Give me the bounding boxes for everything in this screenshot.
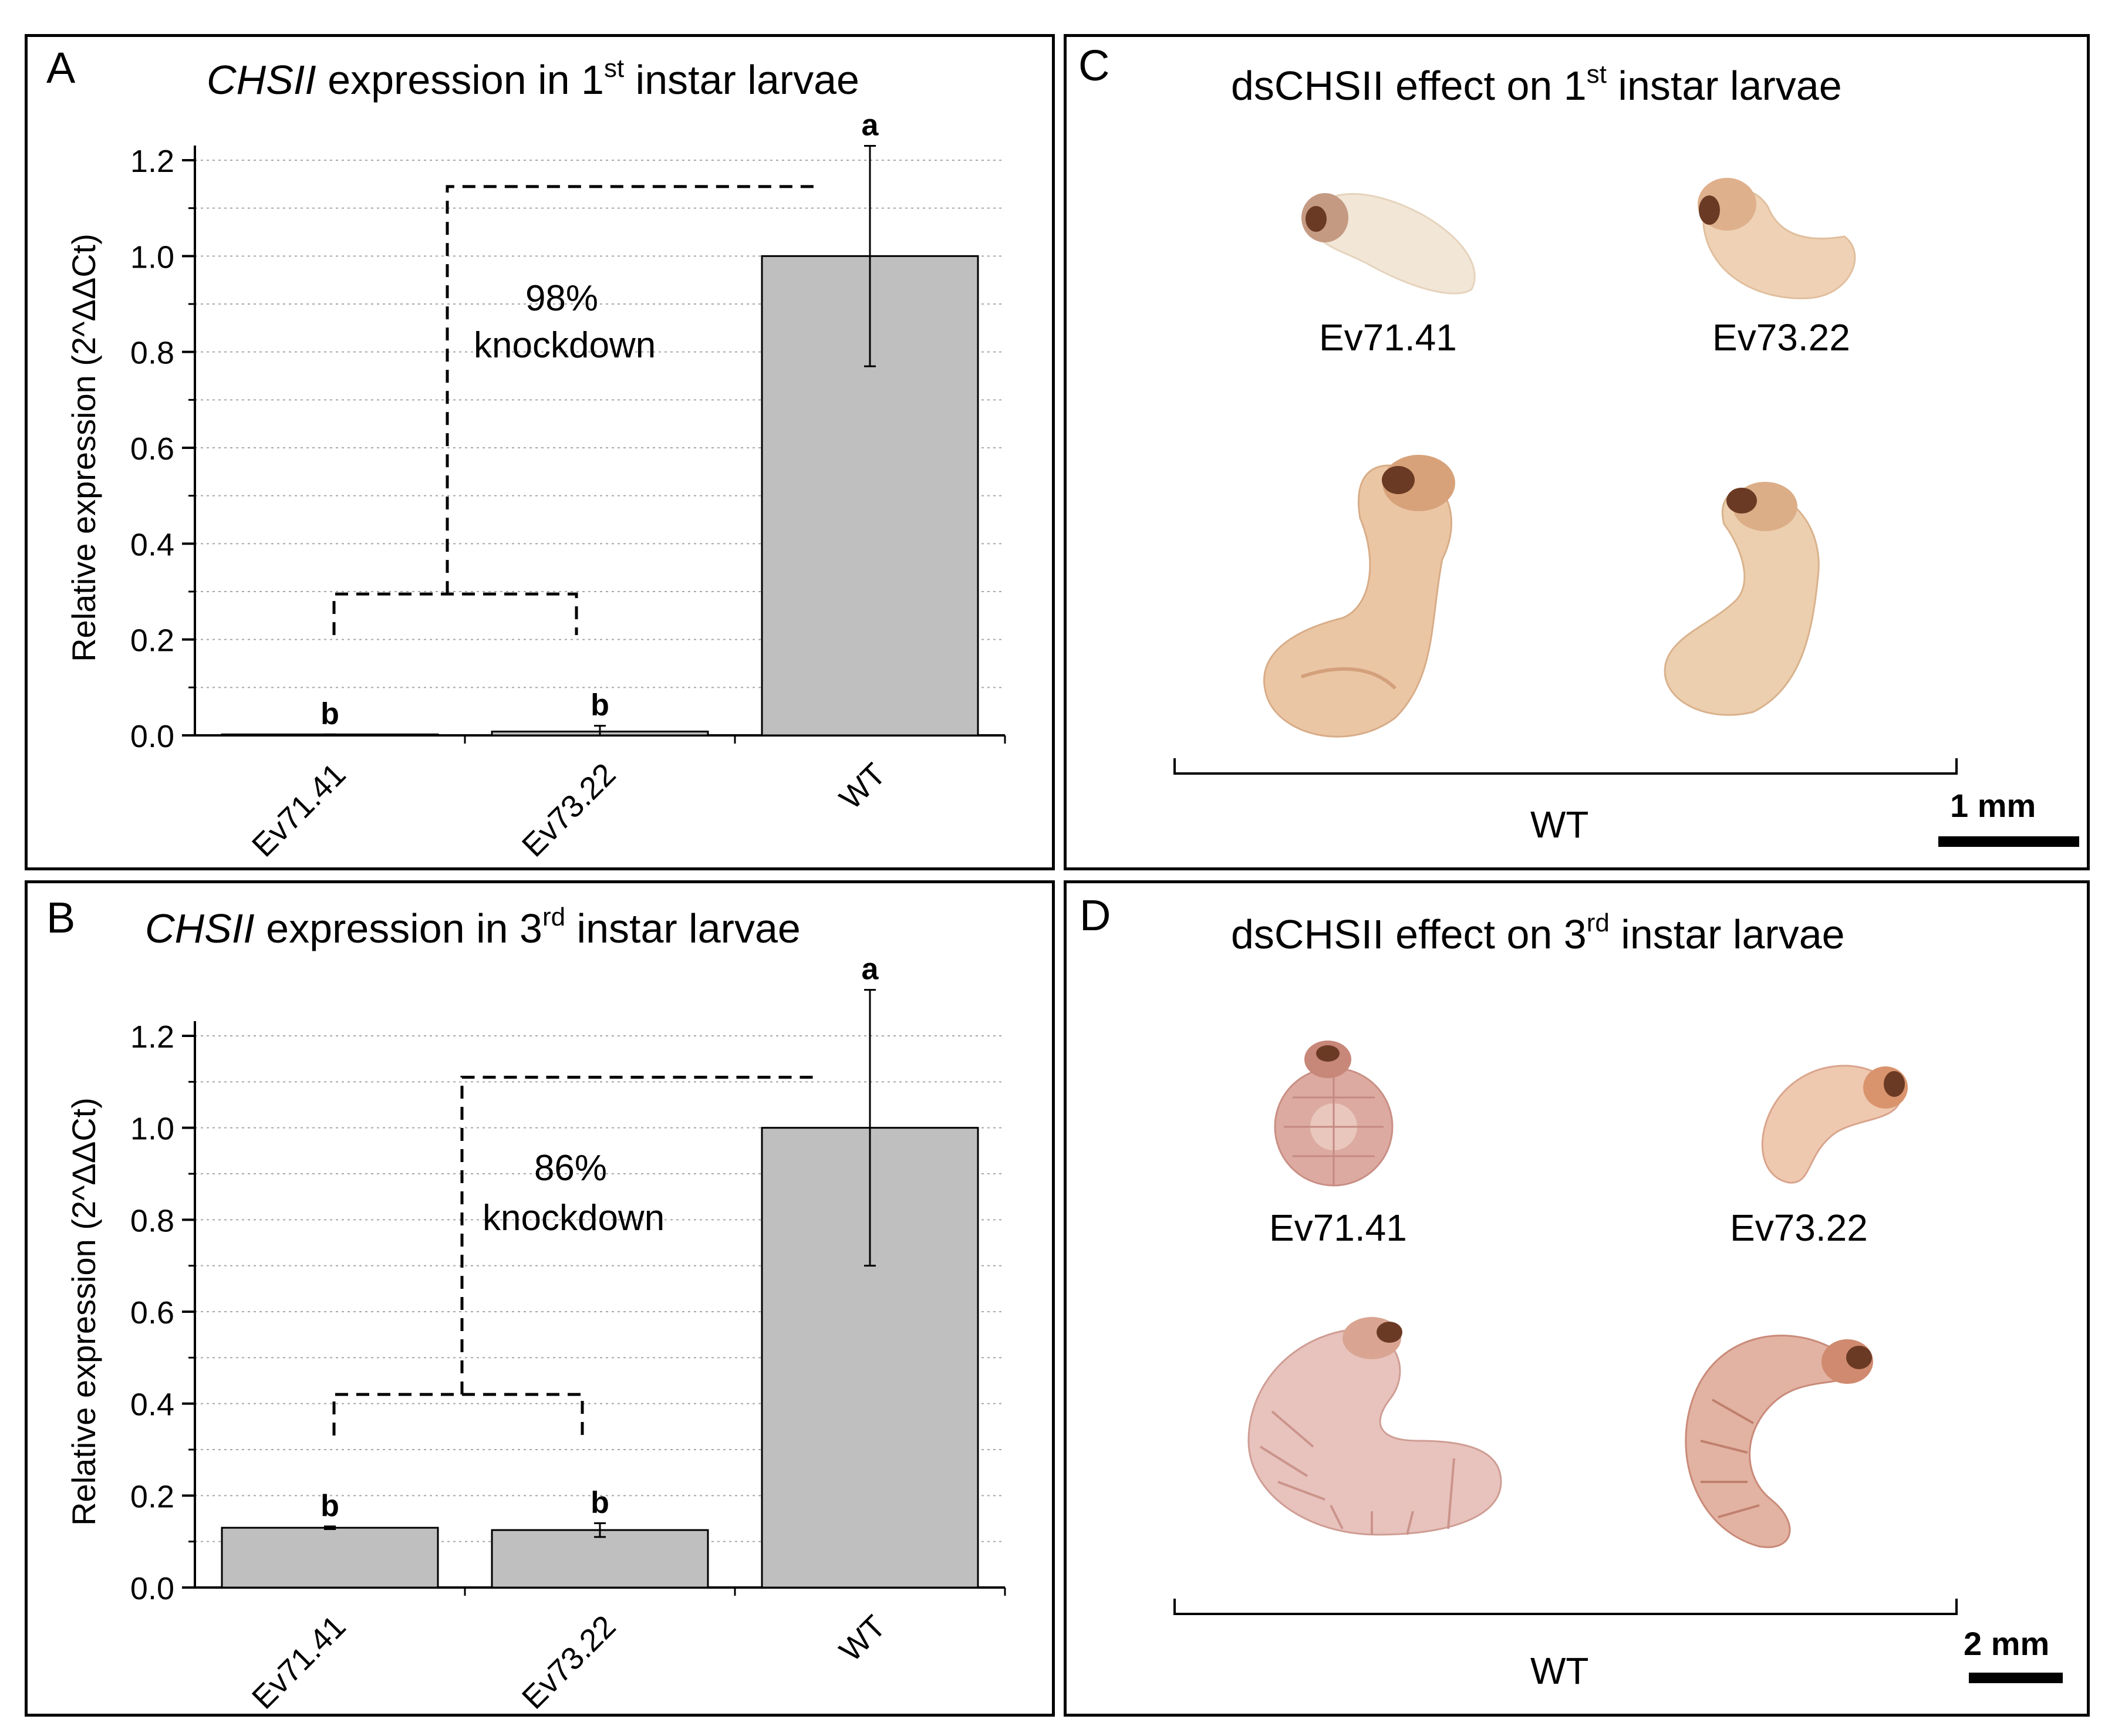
scale-label: 1 mm	[1950, 787, 2036, 824]
y-axis-label: Relative expression (2^ΔΔCt)	[65, 1097, 102, 1526]
y-tick-label: 0.8	[130, 336, 174, 371]
label-ev73: Ev73.22	[1730, 1207, 1868, 1249]
x-tick-label: WT	[833, 756, 893, 816]
knockdown-bracket-high	[446, 185, 816, 595]
title-sup: rd	[1586, 908, 1610, 937]
significance-label: b	[591, 688, 609, 722]
panel-d: D dsCHSII effect on 3rd instar larvae Ev…	[1064, 880, 2090, 1717]
significance-label: b	[321, 697, 339, 731]
knockdown-bracket-low	[332, 592, 578, 636]
bar	[491, 1529, 709, 1589]
bar-chart-b: 0.0 0.2 0.4 0.6 0.8 1.0 1.2 Relative expression…	[65, 953, 1006, 1716]
title-gene: CHSII	[207, 57, 316, 103]
y-tick-label: 0.8	[130, 1203, 174, 1238]
significance-label: a	[862, 953, 879, 987]
label-ev73: Ev73.22	[1712, 316, 1850, 359]
larva-photo-ev73	[1698, 178, 1856, 299]
x-tick-label: Ev73.22	[515, 756, 623, 864]
title-post: instar larvae	[624, 57, 859, 103]
title-sup: st	[1586, 60, 1607, 89]
y-tick-label: 0.4	[130, 527, 174, 562]
knockdown-percent: 86%	[534, 1148, 608, 1188]
x-tick-label: WT	[833, 1609, 893, 1669]
panel-letter: B	[46, 893, 76, 942]
scale-bar	[1969, 1673, 2063, 1683]
scale-label: 2 mm	[1964, 1625, 2050, 1662]
larva-photo-wt-2	[1685, 1335, 1873, 1548]
title-sup: rd	[542, 903, 566, 931]
larva-photo-wt-2	[1664, 482, 1820, 716]
y-tick-label: 0.4	[130, 1387, 174, 1423]
title-pre: dsCHSII effect on 1	[1231, 63, 1587, 109]
title-post: instar larvae	[565, 906, 801, 951]
y-axis-label: Relative expression (2^ΔΔCt)	[65, 234, 102, 662]
panel-letter: D	[1080, 891, 1111, 940]
panel-title: CHSII expression in 3rd instar larvae	[145, 904, 801, 951]
title-pre: expression in 3	[254, 906, 542, 951]
larva-photo-ev71	[1301, 193, 1476, 295]
title-post: instar larvae	[1606, 63, 1842, 109]
panel-title: CHSII expression in 1st instar larvae	[207, 56, 859, 103]
y-tick-label: 1.0	[130, 239, 174, 275]
label-ev71: Ev71.41	[1269, 1207, 1407, 1249]
knockdown-bracket-high	[460, 1076, 816, 1394]
title-post: instar larvae	[1609, 911, 1845, 957]
wt-bracket	[1173, 1599, 1958, 1615]
knockdown-label: knockdown	[483, 1198, 665, 1238]
significance-label: b	[591, 1485, 609, 1519]
panel-a: A CHSII expression in 1st instar larvae …	[25, 34, 1055, 870]
panel-b: B CHSII expression in 3rd instar larvae …	[25, 880, 1055, 1717]
panel-title: dsCHSII effect on 3rd instar larvae	[1231, 910, 1845, 957]
title-pre: expression in 1	[316, 57, 604, 103]
knockdown-bracket-low	[332, 1393, 584, 1436]
significance-label: b	[321, 1489, 339, 1523]
y-tick-label: 0.2	[130, 623, 174, 658]
y-tick-label: 1.0	[130, 1112, 174, 1147]
y-tick-label: 0.6	[130, 431, 174, 467]
label-ev71: Ev71.41	[1319, 316, 1457, 359]
significance-label: a	[862, 109, 879, 143]
scale-bar	[1938, 836, 2079, 847]
title-sup: st	[603, 54, 625, 83]
y-tick-label: 1.2	[130, 1019, 174, 1055]
panel-letter: C	[1078, 41, 1110, 90]
wt-bracket	[1173, 758, 1958, 775]
title-gene: CHSII	[145, 906, 255, 951]
larva-photo-ev71	[1274, 1041, 1394, 1187]
bar	[221, 1526, 439, 1589]
panel-letter: A	[46, 43, 76, 92]
y-tick-label: 0.0	[130, 1571, 174, 1606]
label-wt: WT	[1530, 1650, 1589, 1692]
knockdown-percent: 98%	[525, 278, 599, 319]
y-tick-label: 0.6	[130, 1295, 174, 1330]
title-pre: dsCHSII effect on 3	[1231, 911, 1587, 957]
knockdown-label: knockdown	[474, 325, 656, 366]
larva-photo-ev73	[1761, 1065, 1908, 1184]
x-tick-label: Ev71.41	[245, 756, 353, 864]
larva-photo-wt-1	[1247, 1317, 1502, 1536]
x-tick-label: Ev71.41	[245, 1609, 353, 1716]
x-tick-label: Ev73.22	[515, 1609, 623, 1716]
panel-c: C dsCHSII effect on 1st instar larvae Ev…	[1064, 34, 2090, 870]
bar-chart-a: 0.0 0.2 0.4 0.6 0.8 1.0 1.2 Relative expression…	[65, 109, 1006, 864]
label-wt: WT	[1530, 803, 1589, 846]
panel-title: dsCHSII effect on 1st instar larvae	[1231, 62, 1842, 109]
larva-photo-wt-1	[1263, 455, 1455, 738]
y-tick-label: 0.2	[130, 1479, 174, 1514]
y-tick-label: 1.2	[130, 144, 174, 179]
y-tick-label: 0.0	[130, 719, 174, 754]
